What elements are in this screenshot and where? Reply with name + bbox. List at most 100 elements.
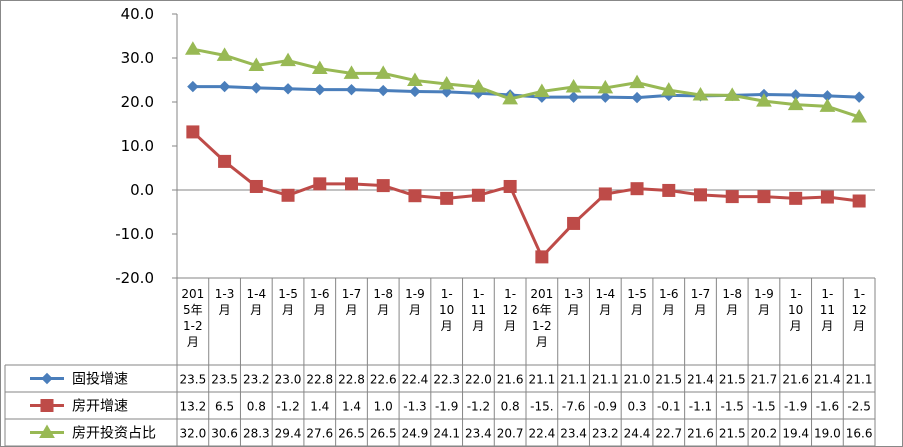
y-tick-label: 10.0 — [121, 137, 154, 155]
data-point — [186, 125, 200, 139]
x-category-label: 1-6 月 — [659, 287, 679, 317]
x-category-label: 1- 10 月 — [439, 287, 454, 333]
legend-key-marker — [41, 372, 53, 385]
data-point — [313, 177, 327, 191]
legend-key-1 — [30, 372, 64, 385]
x-category-label-line: 6年 — [532, 303, 552, 317]
data-point — [660, 82, 677, 96]
data-table-value: 16.6 — [846, 427, 873, 441]
data-point — [375, 65, 392, 79]
x-category-label-line: 1-2 — [183, 319, 203, 333]
data-table-value: -1.5 — [752, 400, 775, 414]
x-category-label-line: 1- — [821, 287, 833, 301]
data-table-value: 19.4 — [782, 427, 809, 441]
data-point — [630, 182, 644, 196]
x-category-label-line: 月 — [472, 319, 484, 333]
x-category-label-line: 1- — [472, 287, 484, 301]
x-category-label: 1-5 月 — [627, 287, 647, 317]
legend-key-marker — [40, 399, 54, 412]
data-table-value: 24.1 — [433, 427, 460, 441]
x-category-label-line: 月 — [853, 319, 865, 333]
data-point — [281, 188, 295, 202]
data-table-value: 1.0 — [374, 400, 393, 414]
data-table-value: 28.3 — [243, 427, 270, 441]
data-table-value: 27.6 — [306, 427, 333, 441]
x-category-label-line: 月 — [631, 303, 643, 317]
x-category-label-line: 1-3 — [215, 287, 235, 301]
x-category-label: 1-8 月 — [722, 287, 742, 317]
x-category-label-line: 1-9 — [405, 287, 425, 301]
data-point — [250, 82, 263, 94]
data-point — [851, 108, 868, 123]
x-category-label-line: 1-5 — [278, 287, 298, 301]
x-category-label-line: 11 — [471, 303, 486, 317]
series-name: 房开增速 — [72, 399, 128, 415]
x-category-label-line: 1-7 — [691, 287, 711, 301]
data-table-value: 24.9 — [402, 427, 429, 441]
x-category-label: 1-4 月 — [247, 287, 267, 317]
x-category-label: 1- 11 月 — [471, 287, 486, 333]
x-category-label-line: 11 — [820, 303, 835, 317]
data-point — [502, 90, 519, 105]
data-point — [440, 191, 454, 205]
x-category-label: 1-9 月 — [405, 287, 425, 317]
data-point — [535, 250, 549, 264]
data-table-value: -1.2 — [276, 400, 299, 414]
x-category-label-line: 月 — [409, 303, 421, 317]
y-tick-label: 30.0 — [121, 49, 154, 67]
data-table-value: -1.2 — [467, 400, 490, 414]
data-table-value: 22.4 — [529, 427, 556, 441]
data-point — [503, 179, 517, 193]
x-category-label-line: 1-9 — [754, 287, 774, 301]
data-table-value: 21.5 — [719, 427, 746, 441]
x-category-label-line: 月 — [599, 303, 611, 317]
data-point — [470, 79, 487, 93]
data-table-value: 23.4 — [465, 427, 492, 441]
x-category-label-line: 5年 — [183, 303, 203, 317]
data-point — [216, 47, 233, 61]
x-category-label-line: 月 — [314, 303, 326, 317]
x-category-label: 1-4 月 — [596, 287, 616, 317]
data-table-value: 21.4 — [687, 373, 714, 387]
data-point — [248, 57, 265, 71]
data-table-value: -1.3 — [403, 400, 426, 414]
data-table-value: 1.4 — [342, 400, 361, 414]
x-category-label-line: 月 — [758, 303, 770, 317]
data-point — [565, 79, 582, 93]
y-tick-label: -20.0 — [115, 269, 154, 287]
data-table-value: 6.5 — [215, 400, 234, 414]
data-point — [345, 177, 358, 191]
x-category-label-line: 1-2 — [532, 319, 552, 333]
data-point — [819, 98, 836, 112]
data-table-value: 26.5 — [370, 427, 397, 441]
data-point — [377, 84, 389, 97]
data-point — [629, 74, 645, 89]
x-category-label: 1-3 月 — [215, 287, 235, 317]
data-point — [533, 83, 550, 97]
data-table-value: 22.0 — [465, 373, 492, 387]
x-category-label-line: 月 — [219, 303, 231, 317]
data-point — [662, 183, 676, 197]
x-category-label-line: 1-8 — [373, 287, 393, 301]
data-point — [187, 80, 199, 93]
series-name: 房开投资占比 — [72, 426, 156, 442]
y-tick-label: 40.0 — [121, 5, 154, 23]
x-category-label-line: 月 — [694, 303, 706, 317]
x-category-label-line: 月 — [726, 303, 738, 317]
x-category-label-line: 10 — [439, 303, 454, 317]
x-category-label-line: 月 — [568, 303, 580, 317]
x-category-label-line: 1-8 — [722, 287, 742, 301]
data-point — [852, 194, 866, 208]
data-table-value: 21.1 — [529, 373, 556, 387]
data-table-value: -0.9 — [594, 400, 617, 414]
data-table-value: 0.3 — [627, 400, 646, 414]
x-category-label-line: 月 — [790, 319, 802, 333]
data-table-value: 21.1 — [592, 373, 619, 387]
x-category-label-line: 1-3 — [564, 287, 584, 301]
data-point — [184, 41, 201, 55]
x-category-label-line: 1-6 — [659, 287, 679, 301]
x-category-label-line: 201 — [181, 287, 204, 301]
y-tick-label: 0.0 — [130, 181, 154, 199]
data-table-value: -1.5 — [721, 400, 744, 414]
